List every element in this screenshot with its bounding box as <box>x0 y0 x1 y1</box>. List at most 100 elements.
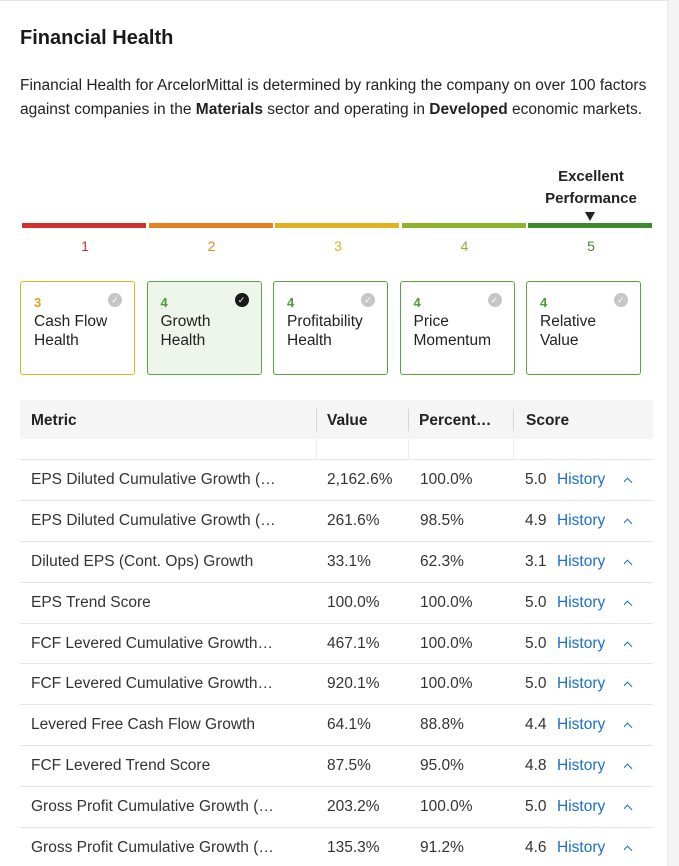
scale-bar-1 <box>22 223 146 228</box>
scrollbar-track[interactable] <box>668 0 679 866</box>
metric-percentile: 95.0% <box>420 757 464 775</box>
card-score: 4 <box>540 295 548 310</box>
table-header: Metric Value Percent… Score <box>20 400 653 439</box>
card-label-line2: Health <box>287 332 332 349</box>
scale-number-4: 4 <box>460 238 469 254</box>
chevron-up-icon[interactable] <box>624 746 636 786</box>
card-score: 3 <box>34 295 42 310</box>
chevron-up-icon[interactable] <box>624 664 636 704</box>
table-spacer <box>20 439 653 460</box>
metric-percentile: 62.3% <box>420 552 464 570</box>
chevron-up-icon[interactable] <box>624 705 636 745</box>
intro-sector: Materials <box>195 101 263 118</box>
scale-number-3: 3 <box>334 238 342 254</box>
column-divider <box>513 439 514 460</box>
card-score: 4 <box>413 295 421 310</box>
scale-bar-3 <box>275 223 399 228</box>
card-price-momentum[interactable]: 4 Price Momentum ✓ <box>399 281 515 375</box>
header-score[interactable]: Score <box>526 412 570 429</box>
scale-bar-5 <box>528 223 652 228</box>
metric-value: 33.1% <box>327 552 371 570</box>
card-label-line1: Price <box>413 313 449 330</box>
card-label: Profitability Health <box>287 312 387 350</box>
performance-label-line2: Performance <box>545 190 637 207</box>
scale-number-1: 1 <box>81 238 89 254</box>
history-link[interactable]: History <box>557 716 606 734</box>
check-circle-icon: ✓ <box>614 293 628 307</box>
chevron-up-icon[interactable] <box>624 828 636 866</box>
metric-value: 64.1% <box>327 716 371 734</box>
card-cash-flow-health[interactable]: 3 Cash Flow Health ✓ <box>20 281 135 375</box>
card-label-line1: Cash Flow <box>34 313 108 330</box>
scale-number-2: 2 <box>207 238 216 254</box>
history-link[interactable]: History <box>557 593 606 611</box>
metric-name: Gross Profit Cumulative Growth (… <box>31 839 274 857</box>
card-score: 4 <box>287 295 295 310</box>
metric-name: FCF Levered Trend Score <box>31 757 211 775</box>
table-row: FCF Levered Cumulative Growth… 467.1% 100.… <box>20 624 653 665</box>
table-row: EPS Diluted Cumulative Growth (… 261.6% 98… <box>20 501 653 542</box>
metric-percentile: 91.2% <box>420 839 464 857</box>
metric-value: 467.1% <box>327 634 380 652</box>
metric-percentile: 100.0% <box>420 593 473 611</box>
chevron-up-icon[interactable] <box>624 460 636 500</box>
performance-label: Excellent Performance <box>528 166 654 210</box>
header-percentile[interactable]: Percent… <box>419 412 492 429</box>
metric-name: FCF Levered Cumulative Growth… <box>31 634 274 652</box>
metric-name: FCF Levered Cumulative Growth… <box>31 675 274 693</box>
chevron-up-icon[interactable] <box>624 583 636 623</box>
intro-part: Financial Health for ArcelorMittal is de… <box>20 77 647 118</box>
section-title: Financial Health <box>20 27 174 49</box>
metric-name: Gross Profit Cumulative Growth (… <box>31 798 274 816</box>
history-link[interactable]: History <box>557 798 606 816</box>
metric-score: 4.4 <box>525 716 547 734</box>
intro-part: economic markets. <box>507 101 643 118</box>
header-metric[interactable]: Metric <box>31 412 77 429</box>
card-label-line2: Health <box>160 332 206 349</box>
scale-bar-4 <box>401 223 526 228</box>
card-label: Price Momentum <box>414 312 514 350</box>
history-link[interactable]: History <box>557 839 606 857</box>
card-label-line1: Growth <box>160 313 211 330</box>
metric-value: 87.5% <box>327 757 371 775</box>
metric-percentile: 98.5% <box>420 511 464 529</box>
table-row: EPS Diluted Cumulative Growth (… 2,162.6%… <box>20 460 653 501</box>
chevron-up-icon[interactable] <box>624 624 636 664</box>
history-link[interactable]: History <box>557 471 606 488</box>
check-circle-icon: ✓ <box>234 293 249 307</box>
scale-number-5: 5 <box>587 238 595 254</box>
history-link[interactable]: History <box>557 757 606 775</box>
card-growth-health[interactable]: 4 Growth Health ✓ <box>146 281 262 375</box>
chevron-up-icon[interactable] <box>624 501 636 541</box>
metric-name: Levered Free Cash Flow Growth <box>31 716 255 734</box>
chevron-up-icon[interactable] <box>624 542 636 582</box>
intro-text: Financial Health for ArcelorMittal is de… <box>20 74 650 122</box>
header-value[interactable]: Value <box>327 412 368 429</box>
card-relative-value[interactable]: 4 Relative Value ✓ <box>526 281 641 375</box>
metric-score: 4.9 <box>525 511 547 529</box>
history-link[interactable]: History <box>557 634 606 652</box>
table-row: Gross Profit Cumulative Growth (… 203.2% 1… <box>20 787 653 829</box>
column-divider <box>316 439 317 460</box>
metric-percentile: 100.0% <box>420 675 473 693</box>
metric-score: 4.6 <box>525 839 547 857</box>
table-row: Levered Free Cash Flow Growth 64.1% 88.8% 4… <box>20 705 653 747</box>
card-score: 4 <box>160 295 168 310</box>
header-divider <box>408 409 409 431</box>
intro-market: Developed <box>429 101 508 118</box>
performance-marker-icon <box>585 212 595 221</box>
history-link[interactable]: History <box>557 675 606 693</box>
metric-score: 4.8 <box>525 757 547 775</box>
history-link[interactable]: History <box>557 511 606 529</box>
card-label: Cash Flow Health <box>34 312 134 350</box>
card-profitability-health[interactable]: 4 Profitability Health ✓ <box>273 281 388 375</box>
metric-value: 135.3% <box>327 839 380 857</box>
check-circle-icon: ✓ <box>487 293 502 307</box>
metric-score: 5.0 <box>525 593 547 611</box>
metric-percentile: 88.8% <box>420 716 464 734</box>
metric-name: Diluted EPS (Cont. Ops) Growth <box>31 552 254 570</box>
history-link[interactable]: History <box>557 552 606 570</box>
chevron-up-icon[interactable] <box>624 787 636 827</box>
scale-bar-2 <box>148 223 273 228</box>
